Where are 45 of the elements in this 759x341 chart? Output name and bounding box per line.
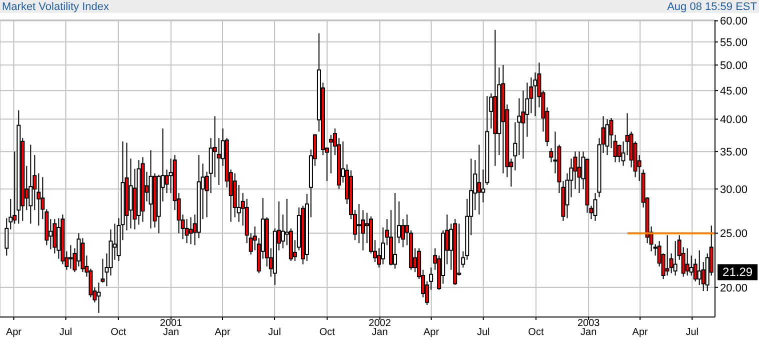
y-tick-label: 50.00 [720, 60, 748, 72]
x-tick-label: Apr [6, 327, 22, 338]
y-tick-label: 60.00 [720, 16, 748, 28]
text: Aug 08 15:59 EST [667, 0, 757, 12]
candlestick [28, 144, 33, 224]
candlestick [188, 216, 193, 245]
candlestick [68, 244, 73, 270]
x-tick-label: Apr [424, 327, 440, 338]
text: 21.29 [722, 265, 753, 280]
candlestick [56, 218, 61, 260]
x-tick-label: 2001 Jan [160, 318, 183, 338]
y-tick-label: 25.00 [720, 228, 748, 240]
y-tick-label: 35.00 [720, 146, 748, 158]
candlestick [673, 240, 678, 276]
candlestick [617, 144, 622, 163]
candlestick [697, 250, 702, 286]
candlestick [96, 282, 101, 314]
candlestick [685, 248, 690, 276]
candlestick [328, 134, 333, 174]
x-tick-label: Apr [632, 327, 649, 338]
x-tick-label: 2002 Jan [368, 318, 392, 338]
candlestick [357, 203, 361, 244]
x-tick-label: Oct [319, 327, 336, 338]
y-tick-label: 55.00 [720, 36, 748, 49]
candlestick [577, 151, 582, 194]
candlestick [665, 234, 670, 276]
x-tick-label: Apr [214, 327, 231, 338]
y-tick-label: 20.00 [720, 282, 748, 294]
candlestick [184, 218, 189, 244]
x-tick-label: Jul [686, 327, 699, 338]
candlestick [605, 118, 610, 156]
chart-title: Market Volatility Index [2, 0, 109, 12]
candlestick [533, 72, 538, 117]
x-tick-label: Jul [476, 327, 490, 338]
y-tick-label: 30.00 [720, 184, 748, 196]
candlestick [477, 144, 482, 216]
y-tick-label: 40.00 [720, 114, 748, 126]
candlestick [593, 192, 598, 222]
x-tick-label: Jul [268, 327, 281, 338]
x-tick-label: Oct [110, 327, 126, 338]
x-tick-label: 2003 Jan [577, 318, 600, 338]
candlestick [393, 192, 398, 270]
y-tick-label: 45.00 [720, 86, 748, 98]
x-tick-label: Oct [528, 327, 544, 338]
x-tick-label: Jul [59, 327, 72, 338]
